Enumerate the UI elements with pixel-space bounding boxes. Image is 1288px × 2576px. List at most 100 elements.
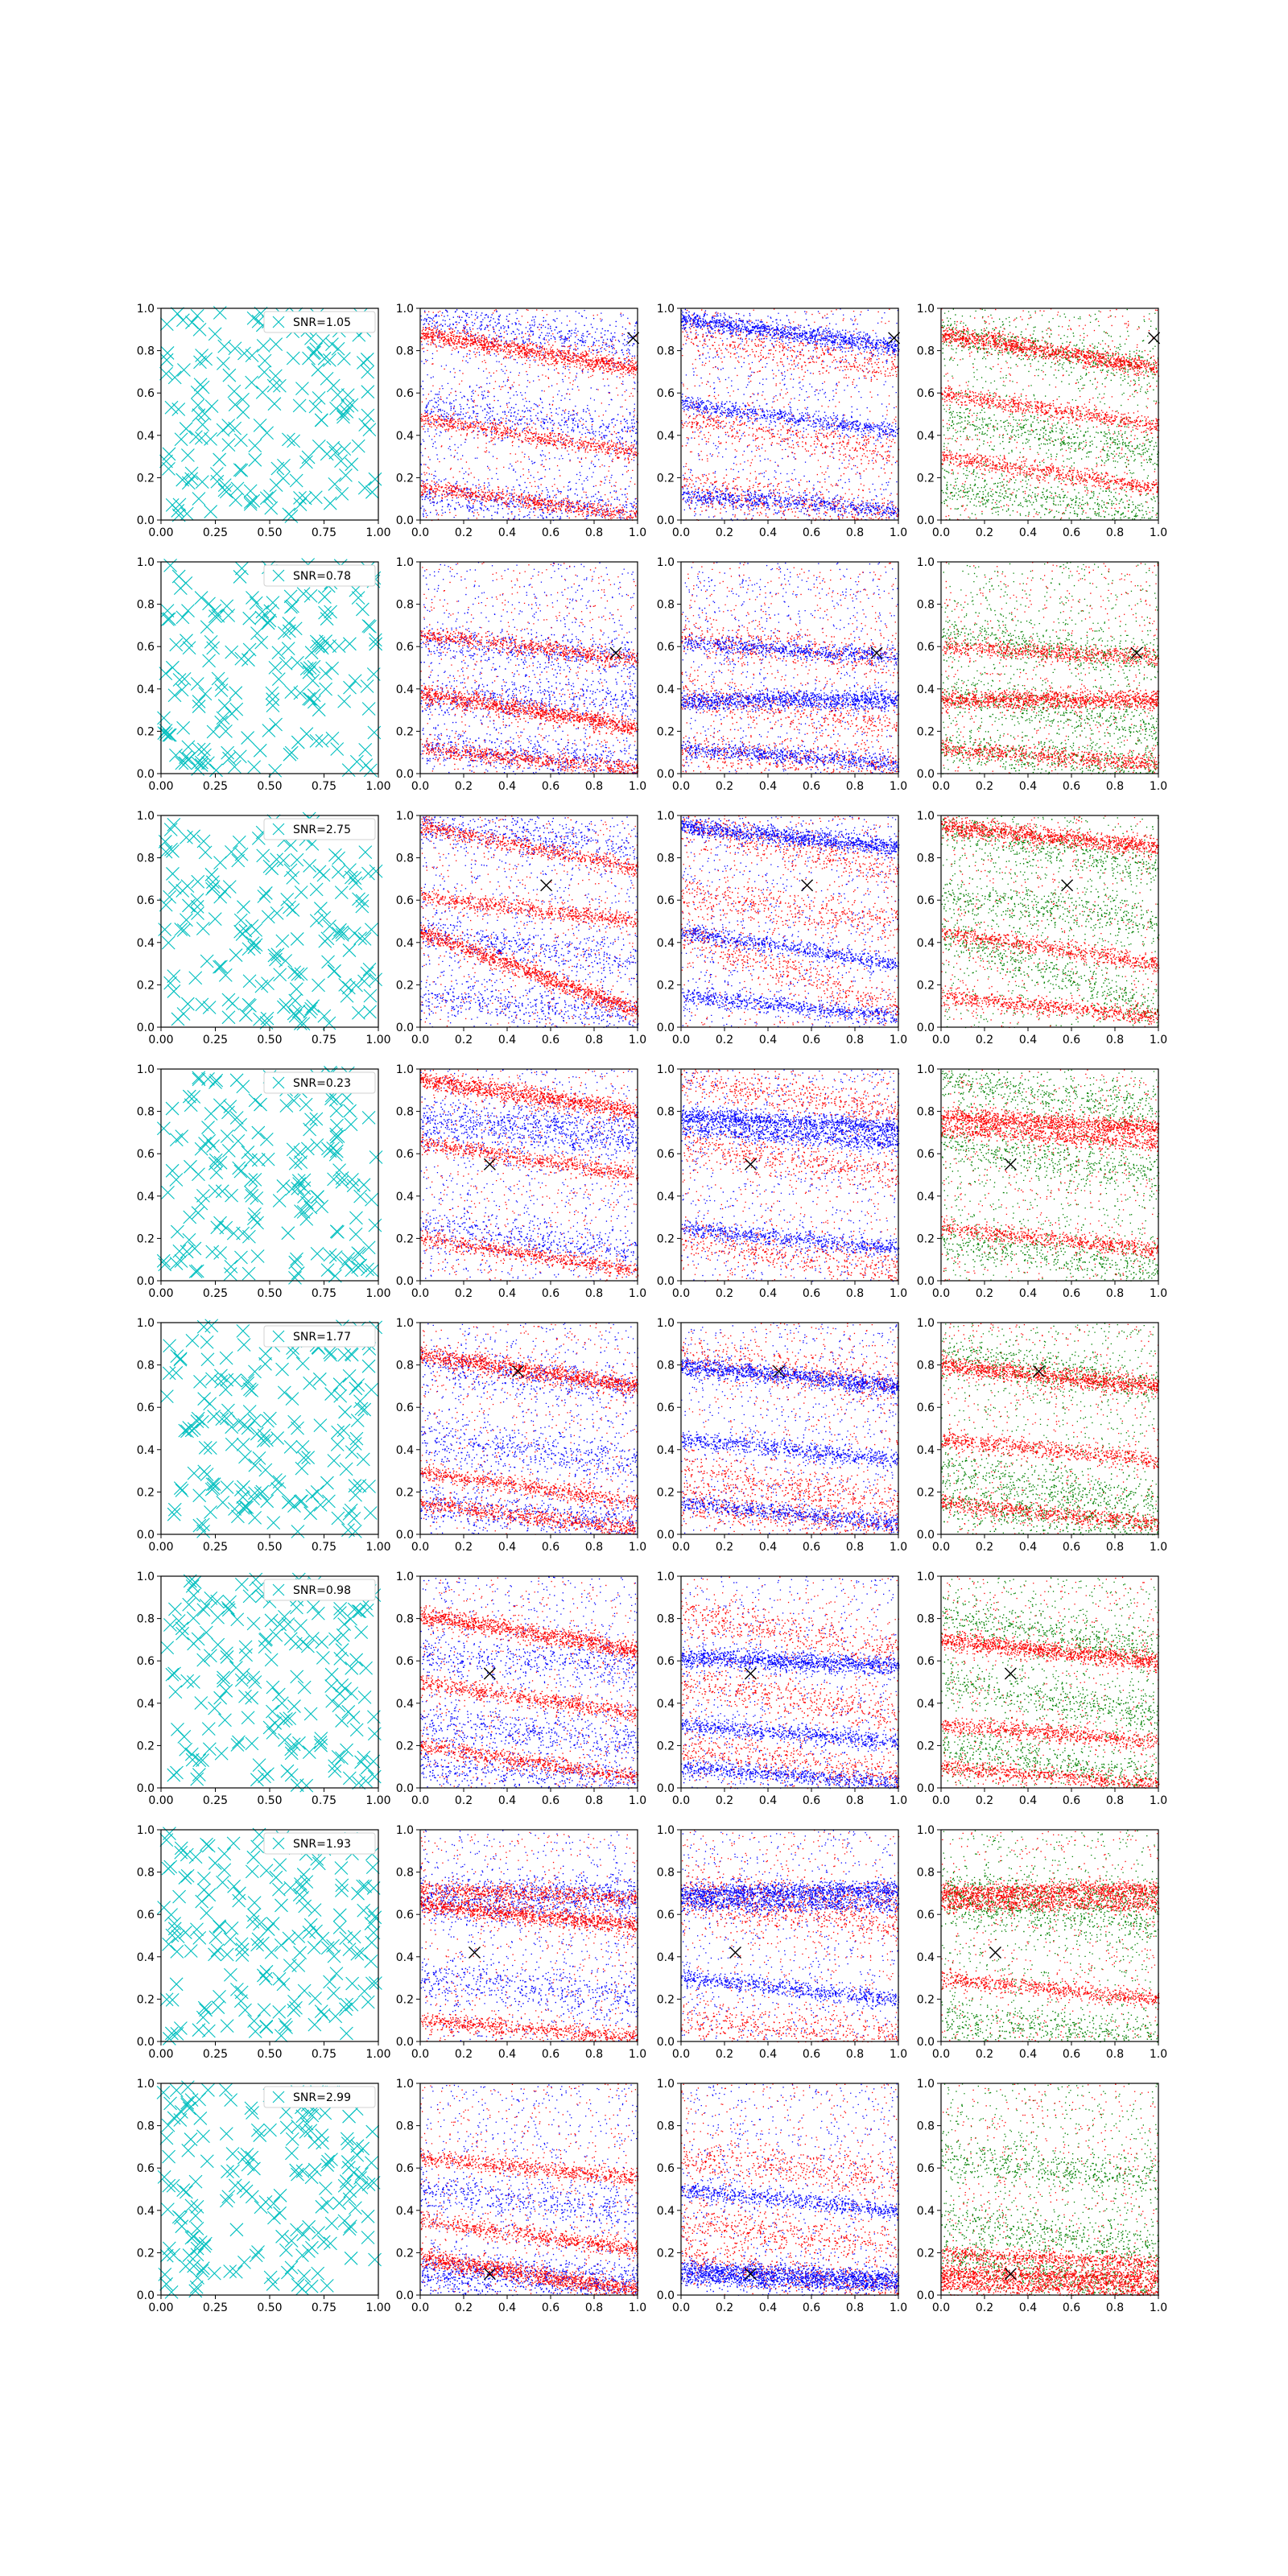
y-tick-label: 0.8 — [396, 599, 414, 612]
legend-label: SNR=2.99 — [293, 2091, 351, 2104]
cross-marker — [320, 2158, 334, 2172]
cross-marker — [353, 931, 367, 945]
x-marker — [609, 646, 622, 659]
cross-marker — [334, 1861, 349, 1875]
cross-marker — [180, 1424, 194, 1439]
scatter-points — [681, 1642, 900, 1679]
y-tick-label: 1.0 — [917, 810, 935, 823]
cross-marker — [369, 1976, 382, 1990]
cross-marker — [217, 1674, 230, 1688]
x-tick-label: 0.00 — [148, 780, 173, 793]
cross-marker — [342, 1771, 357, 1785]
cross-marker — [349, 1381, 363, 1396]
cross-marker — [196, 742, 211, 757]
cross-marker — [330, 1118, 344, 1133]
cross-marker — [345, 1686, 359, 1701]
cross-marker — [188, 1265, 203, 1278]
cross-marker — [200, 954, 214, 968]
cross-marker — [233, 463, 247, 477]
scatter-points — [420, 1070, 639, 1124]
cross-marker — [222, 751, 236, 766]
scatter-noise — [681, 1576, 900, 1790]
cross-marker — [187, 2259, 201, 2273]
cross-marker — [243, 497, 258, 511]
cross-marker — [201, 1071, 215, 1086]
cross-marker — [221, 1105, 235, 1120]
cross-marker — [204, 1649, 217, 1663]
cross-marker — [297, 1680, 312, 1695]
cross-marker — [180, 913, 193, 927]
scatter-points — [681, 308, 900, 358]
y-tick-label: 0.0 — [657, 1782, 675, 1795]
cross-marker — [171, 504, 185, 518]
cross-marker — [290, 932, 304, 946]
cross-marker — [179, 2259, 193, 2273]
cross-marker — [214, 1746, 229, 1761]
x-tick-label: 0.2 — [716, 1287, 733, 1300]
cross-marker — [161, 1185, 175, 1199]
cross-marker — [281, 1495, 295, 1509]
scatter-points — [681, 459, 899, 522]
cross-marker — [316, 2235, 331, 2249]
y-tick-label: 0.6 — [137, 1655, 155, 1668]
cross-marker — [223, 1932, 237, 1946]
cross-marker — [180, 1245, 194, 1259]
cross-marker — [175, 2219, 189, 2234]
x-marker — [888, 332, 901, 345]
cross-marker — [335, 1714, 349, 1728]
scatter-points — [942, 1335, 1159, 1404]
x-tick-label: 0.6 — [542, 1034, 559, 1046]
cross-marker — [322, 1016, 336, 1030]
cross-marker — [361, 2231, 375, 2244]
cross-marker — [328, 477, 342, 491]
cross-marker — [316, 1651, 330, 1665]
cross-marker — [326, 1938, 341, 1953]
cross-marker — [200, 1468, 214, 1482]
cross-marker — [225, 997, 240, 1010]
cross-marker — [351, 1260, 365, 1274]
cross-marker — [169, 1977, 184, 1992]
cross-marker — [270, 852, 284, 867]
cross-marker — [165, 1928, 180, 1942]
cross-marker — [161, 612, 175, 626]
cross-marker — [301, 1451, 316, 1464]
x-tick-label: 0.25 — [203, 2301, 228, 2314]
scatter-noise — [941, 562, 1159, 774]
cross-marker — [339, 469, 353, 482]
cross-marker — [198, 687, 213, 701]
cross-marker — [258, 365, 271, 379]
cross-marker — [268, 763, 283, 778]
cross-marker — [331, 388, 345, 402]
y-tick-label: 0.8 — [396, 1613, 414, 1626]
cross-marker — [208, 912, 222, 926]
cross-marker — [266, 692, 280, 707]
cross-marker — [327, 1172, 341, 1187]
cross-marker — [259, 1132, 274, 1146]
x-tick-label: 0.0 — [932, 1541, 950, 1554]
y-tick-label: 0.2 — [917, 725, 935, 738]
x-tick-label: 0.50 — [257, 1287, 282, 1300]
y-tick-label: 0.6 — [917, 1402, 935, 1414]
cross-marker — [161, 935, 175, 950]
axes-frame — [419, 561, 638, 774]
cross-marker — [225, 645, 239, 659]
cross-marker — [258, 1971, 273, 1986]
cross-marker — [251, 1125, 266, 1140]
cross-marker — [332, 851, 345, 865]
cross-marker — [214, 1374, 229, 1389]
cross-marker — [176, 1007, 191, 1021]
cross-marker — [302, 2105, 316, 2120]
scatter-points — [420, 685, 639, 737]
cross-marker — [268, 369, 283, 383]
cross-marker — [196, 1603, 211, 1617]
cross-marker — [192, 408, 206, 423]
x-tick-label: 0.6 — [542, 1287, 559, 1300]
scatter-points — [942, 877, 1160, 943]
cross-marker — [313, 1418, 328, 1432]
cross-marker — [182, 1089, 196, 1104]
cross-marker — [332, 639, 346, 654]
scatter-points — [941, 1119, 1160, 1208]
cross-marker — [175, 1484, 189, 1497]
cross-marker — [175, 610, 190, 625]
cross-marker — [366, 1926, 381, 1940]
